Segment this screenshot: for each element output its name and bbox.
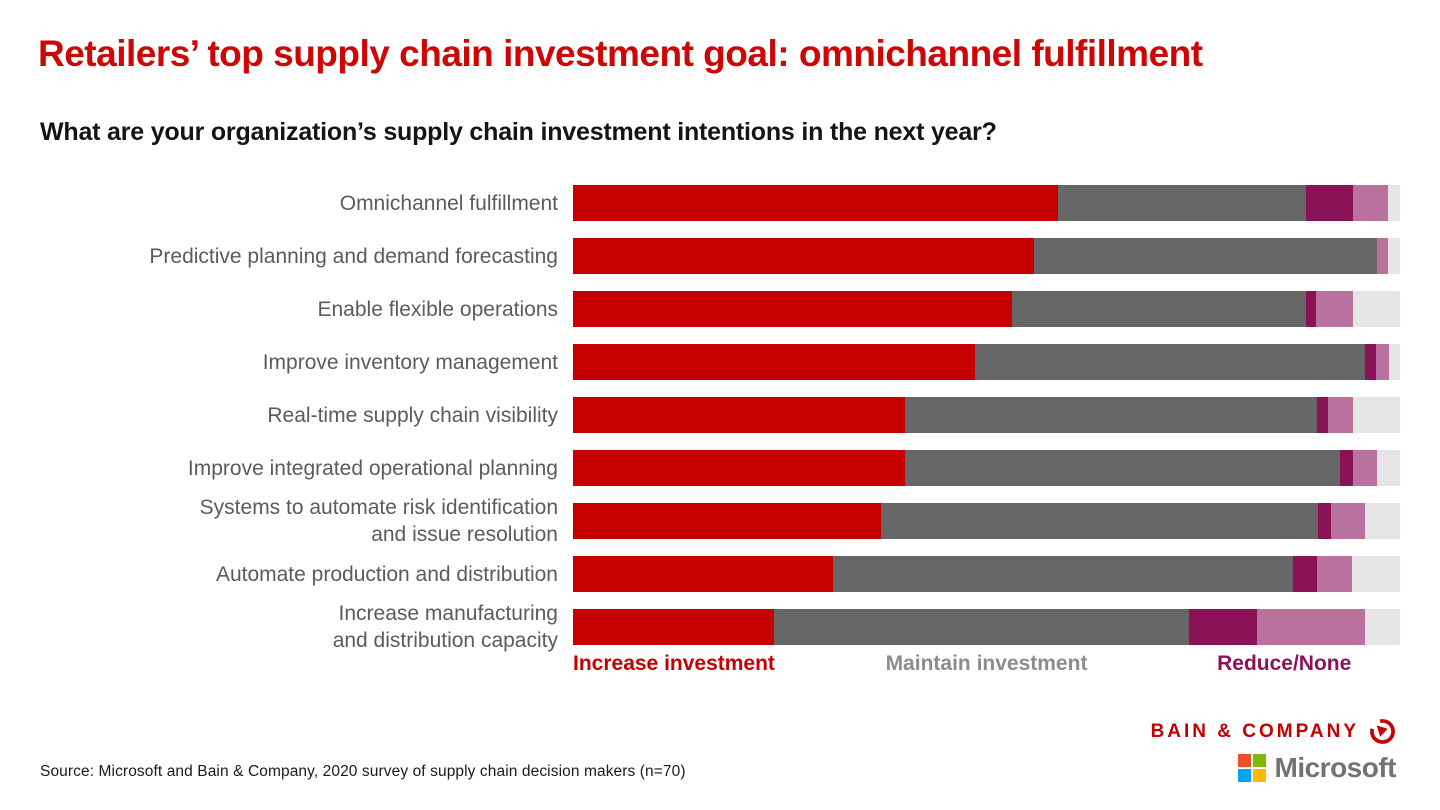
chart-row: Predictive planning and demand forecasti… <box>40 238 1400 274</box>
bar-segment-reduce-light <box>1352 450 1377 486</box>
bar-segment-reduce-light <box>1330 503 1366 539</box>
bar-segment-reduce-light <box>1352 185 1388 221</box>
bar-segment-maintain <box>773 609 1190 645</box>
page-title: Retailers’ top supply chain investment g… <box>38 33 1203 74</box>
bar-segment-reduce-dark <box>1365 344 1377 380</box>
bar-segment-increase <box>573 609 774 645</box>
bar-segment-increase <box>573 344 975 380</box>
category-label: Automate production and distribution <box>215 562 558 586</box>
bar-segment-maintain <box>974 344 1366 380</box>
bar-segment-remainder <box>1387 185 1400 221</box>
chart-row: Improve integrated operational planning <box>40 450 1400 486</box>
legend-maintain-investment: Maintain investment <box>885 652 1088 675</box>
bar-segment-maintain <box>832 556 1294 592</box>
bar-segment-remainder <box>1352 291 1400 327</box>
category-label: Predictive planning and demand forecasti… <box>149 244 558 268</box>
bain-compass-icon <box>1370 719 1395 744</box>
bar-segment-reduce-dark <box>1305 185 1353 221</box>
category-label: Enable flexible operations <box>317 297 559 321</box>
bar-segment-reduce-dark <box>1317 397 1329 433</box>
bar-segment-remainder <box>1389 344 1400 380</box>
bar-segment-increase <box>573 238 1035 274</box>
bar-segment-reduce-dark <box>1293 556 1318 592</box>
bar-segment-maintain <box>881 503 1319 539</box>
bar-segment-remainder <box>1365 503 1400 539</box>
category-label: Systems to automate risk identification … <box>199 496 558 546</box>
bar-segment-reduce-dark <box>1318 503 1331 539</box>
category-label: Improve inventory management <box>262 350 558 374</box>
bar-segment-reduce-light <box>1256 609 1366 645</box>
category-label: Increase manufacturing and distribution … <box>332 602 558 652</box>
category-label: Improve integrated operational planning <box>187 456 558 480</box>
bar-segment-reduce-dark <box>1189 609 1257 645</box>
stacked-bar <box>573 503 1400 539</box>
bain-wordmark: BAIN & COMPANY <box>1150 720 1359 742</box>
chart-row: Omnichannel fulfillment <box>40 185 1400 221</box>
bain-company-logo: BAIN & COMPANY <box>1151 718 1396 745</box>
bar-segment-increase <box>573 185 1058 221</box>
bar-segment-remainder <box>1365 609 1400 645</box>
bar-segment-remainder <box>1351 556 1400 592</box>
microsoft-square-green <box>1252 754 1266 767</box>
stacked-bar <box>573 291 1400 327</box>
bar-segment-reduce-light <box>1316 291 1353 327</box>
microsoft-logo: Microsoft <box>1237 752 1397 784</box>
bar-segment-reduce-light <box>1376 344 1390 380</box>
bar-segment-remainder <box>1376 450 1400 486</box>
stacked-bar <box>573 450 1400 486</box>
legend-increase-investment: Increase investment <box>573 652 775 675</box>
bar-segment-maintain <box>904 397 1318 433</box>
bar-segment-maintain <box>904 450 1341 486</box>
stacked-bar-chart: Omnichannel fulfillment Predictive planni… <box>40 185 1400 652</box>
legend-reduce-none: Reduce/None <box>1217 652 1352 675</box>
microsoft-square-red <box>1237 754 1251 767</box>
chart-row: Increase manufacturing and distribution … <box>40 602 1400 652</box>
bar-segment-remainder <box>1387 238 1400 274</box>
bar-segment-increase <box>573 450 905 486</box>
survey-question: What are your organization’s supply chai… <box>40 118 997 146</box>
stacked-bar <box>573 556 1400 592</box>
microsoft-squares-icon <box>1237 754 1266 782</box>
stacked-bar <box>573 397 1400 433</box>
microsoft-wordmark: Microsoft <box>1274 752 1397 783</box>
bar-segment-remainder <box>1352 397 1400 433</box>
chart-row: Enable flexible operations <box>40 291 1400 327</box>
microsoft-square-yellow <box>1252 769 1266 782</box>
chart-row: Automate production and distribution <box>40 556 1400 592</box>
bar-segment-reduce-dark <box>1340 450 1353 486</box>
bar-segment-maintain <box>1057 185 1306 221</box>
source-note: Source: Microsoft and Bain & Company, 20… <box>40 763 686 780</box>
bar-segment-reduce-dark <box>1305 291 1317 327</box>
chart-row: Improve inventory management <box>40 344 1400 380</box>
stacked-bar <box>573 238 1400 274</box>
stacked-bar <box>573 185 1400 221</box>
category-label: Omnichannel fulfillment <box>339 191 558 215</box>
bar-segment-reduce-light <box>1376 238 1388 274</box>
bar-segment-increase <box>573 556 833 592</box>
bar-segment-increase <box>573 503 882 539</box>
bar-segment-reduce-light <box>1317 556 1352 592</box>
bar-segment-maintain <box>1012 291 1306 327</box>
bar-segment-increase <box>573 291 1013 327</box>
stacked-bar <box>573 609 1400 645</box>
microsoft-square-blue <box>1237 769 1251 782</box>
bar-segment-increase <box>573 397 905 433</box>
category-label: Real-time supply chain visibility <box>267 403 558 427</box>
chart-row: Real-time supply chain visibility <box>40 397 1400 433</box>
bar-segment-reduce-light <box>1328 397 1353 433</box>
stacked-bar <box>573 344 1400 380</box>
chart-row: Systems to automate risk identification … <box>40 496 1400 546</box>
bar-segment-maintain <box>1034 238 1377 274</box>
chart-legend: Increase investment Maintain investment … <box>573 652 1400 682</box>
